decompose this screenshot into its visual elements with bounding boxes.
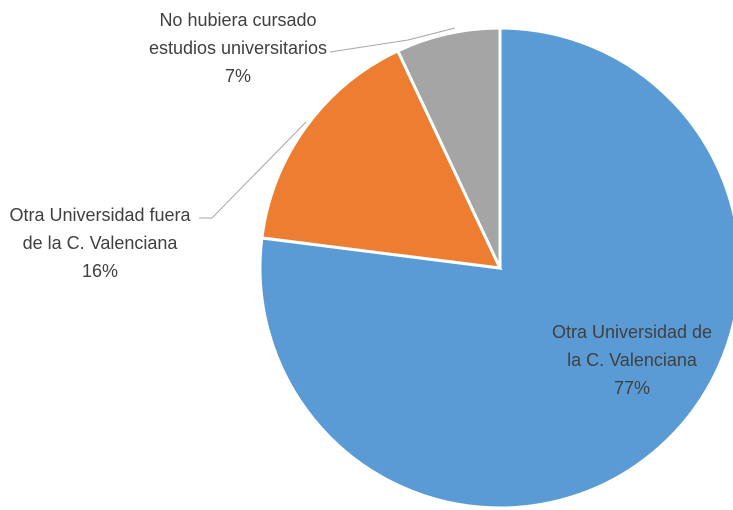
value-label: 16% [81, 261, 119, 281]
category-label: Otra Universidad de la C. Valenciana [551, 322, 713, 370]
pie-slice [260, 48, 503, 270]
slice-label: No hubiera cursado estudios universitari… [148, 6, 328, 90]
value-label: 7% [224, 66, 251, 86]
value-label: 77% [613, 378, 651, 398]
pie-slice [395, 26, 502, 269]
leader-line [199, 121, 307, 219]
category-label: No hubiera cursado estudios universitari… [148, 10, 328, 58]
slice-label: Otra Universidad de la C. Valenciana 77% [547, 318, 717, 402]
slice-label: Otra Universidad fuera de la C. Valencia… [5, 201, 195, 285]
category-label: Otra Universidad fuera de la C. Valencia… [9, 205, 191, 253]
leader-line [329, 27, 456, 53]
